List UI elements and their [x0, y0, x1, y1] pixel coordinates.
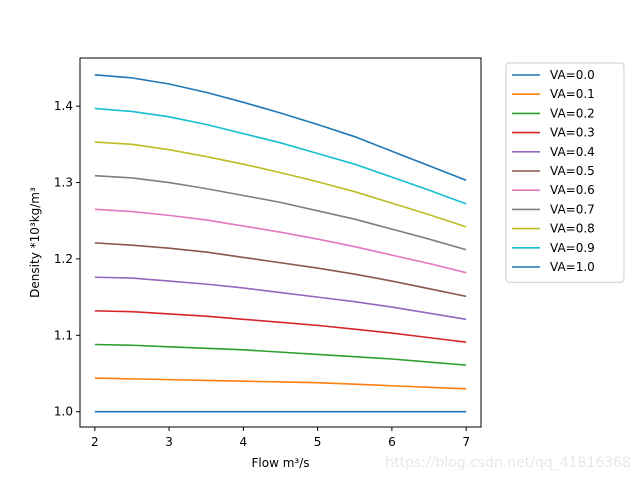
x-tick-label-0: 2 — [91, 435, 99, 449]
y-tick-label-2: 1.2 — [54, 252, 73, 266]
legend: VA=0.0 VA=0.1 VA=0.2 VA=0.3 VA=0.4 VA=0.5 VA=0… — [505, 62, 625, 283]
legend-box — [505, 62, 625, 283]
series-line-2 — [94, 343, 467, 366]
y-tick-label-4: 1.4 — [54, 99, 73, 113]
series-line-9 — [94, 107, 467, 205]
legend-label-7: VA=0.7 — [550, 202, 595, 216]
series-line-6 — [94, 208, 467, 274]
legend-label-4: VA=0.4 — [550, 145, 595, 159]
y-axis-label: Density *10³kg/m³ — [28, 187, 42, 298]
y-axis-ticks: 1.0 1.1 1.2 1.3 1.4 — [54, 99, 80, 419]
x-tick-label-4: 6 — [388, 435, 396, 449]
legend-label-6: VA=0.6 — [550, 183, 595, 197]
x-tick-label-5: 7 — [462, 435, 470, 449]
x-tick-label-3: 5 — [314, 435, 322, 449]
series-line-10 — [94, 74, 467, 181]
legend-label-8: VA=0.8 — [550, 222, 595, 236]
legend-label-2: VA=0.2 — [550, 106, 595, 120]
legend-label-1: VA=0.1 — [550, 87, 595, 101]
y-tick-label-1: 1.1 — [54, 328, 73, 342]
axes-frame — [79, 57, 482, 428]
legend-label-10: VA=1.0 — [550, 260, 595, 274]
series-line-1 — [94, 377, 467, 390]
series-line-7 — [94, 174, 467, 251]
x-tick-label-2: 4 — [240, 435, 248, 449]
series-line-4 — [94, 276, 467, 321]
x-tick-label-1: 3 — [165, 435, 173, 449]
legend-label-5: VA=0.5 — [550, 164, 595, 178]
series-line-5 — [94, 242, 467, 298]
y-tick-label-0: 1.0 — [54, 405, 73, 419]
legend-label-0: VA=0.0 — [550, 68, 595, 82]
series-line-3 — [94, 310, 467, 343]
x-axis-ticks: 2 3 4 5 6 7 — [91, 427, 470, 449]
watermark: https://blog.csdn.net/qq_41816368 — [385, 455, 631, 471]
series-layer — [94, 74, 467, 413]
series-line-8 — [94, 141, 467, 228]
legend-label-9: VA=0.9 — [550, 241, 595, 255]
legend-label-3: VA=0.3 — [550, 126, 595, 140]
x-axis-label: Flow m³/s — [251, 456, 309, 470]
y-tick-label-3: 1.3 — [54, 176, 73, 190]
